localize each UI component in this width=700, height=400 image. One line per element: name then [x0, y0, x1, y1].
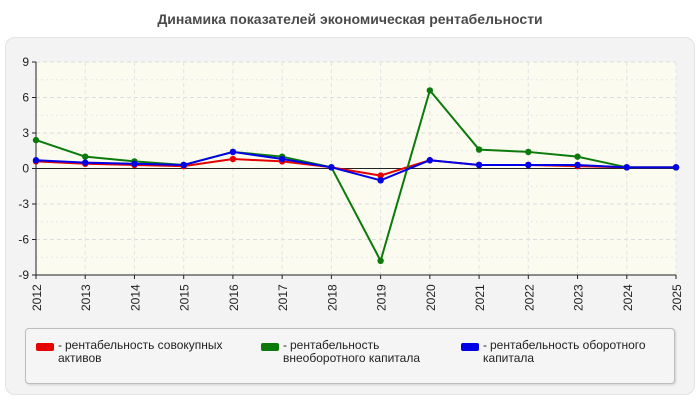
data-point — [377, 257, 384, 264]
data-point — [32, 157, 40, 164]
legend-swatch-blue — [461, 343, 479, 351]
x-tick-label: 2021 — [473, 284, 487, 311]
x-tick-label: 2023 — [572, 284, 586, 311]
data-point — [278, 155, 286, 163]
data-point — [377, 177, 384, 184]
data-point — [180, 161, 187, 169]
data-point — [475, 161, 483, 169]
series-line — [35, 89, 676, 262]
y-tick-label: -6 — [18, 233, 29, 247]
x-tick-label: 2018 — [325, 284, 339, 311]
y-tick-label: 9 — [22, 55, 29, 69]
legend-swatch-red — [36, 343, 54, 351]
x-tick-label: 2022 — [522, 284, 536, 311]
x-tick-label: 2014 — [128, 284, 142, 311]
y-tick-label: 3 — [22, 126, 29, 140]
legend-label: - рентабельность оборотного капитала — [483, 338, 646, 365]
y-tick-label: 6 — [22, 91, 29, 105]
legend-label: - рентабельность совокупных активов — [58, 338, 223, 365]
x-tick-label: 2020 — [424, 284, 438, 311]
x-tick-label: 2015 — [178, 284, 192, 311]
y-tick-label: -3 — [18, 197, 29, 211]
x-tick-label: 2013 — [79, 284, 93, 311]
data-point — [82, 153, 89, 160]
data-point — [426, 157, 434, 164]
data-point — [131, 160, 138, 167]
x-tick-label: 2019 — [375, 284, 389, 311]
data-point — [525, 148, 532, 156]
data-point — [377, 172, 384, 179]
data-point — [574, 161, 581, 169]
x-tick-label: 2024 — [621, 284, 635, 311]
legend-swatch-green — [261, 343, 279, 351]
y-tick-label: -9 — [18, 268, 29, 282]
data-point — [475, 146, 483, 153]
series-3 — [32, 148, 680, 184]
data-point — [229, 148, 237, 156]
data-point — [525, 161, 532, 169]
data-point — [32, 136, 40, 144]
chart-title: Динамика показателей экономическая рента… — [157, 11, 543, 27]
series-line — [35, 150, 676, 182]
data-point — [328, 164, 335, 171]
x-tick-label: 2017 — [276, 284, 290, 311]
y-tick-label: 0 — [22, 162, 29, 176]
data-point — [426, 87, 434, 94]
legend-label: - рентабельность внеоборотного капитала — [283, 338, 420, 365]
chart-legend: - рентабельность совокупных активов - рент… — [25, 328, 675, 384]
data-point — [82, 159, 89, 166]
data-point — [623, 164, 630, 171]
x-tick-label: 2012 — [30, 284, 44, 311]
x-tick-label: 2025 — [670, 284, 684, 311]
data-point — [574, 153, 581, 160]
data-point — [229, 155, 237, 163]
data-point — [672, 164, 680, 171]
x-tick-label: 2016 — [227, 284, 241, 311]
